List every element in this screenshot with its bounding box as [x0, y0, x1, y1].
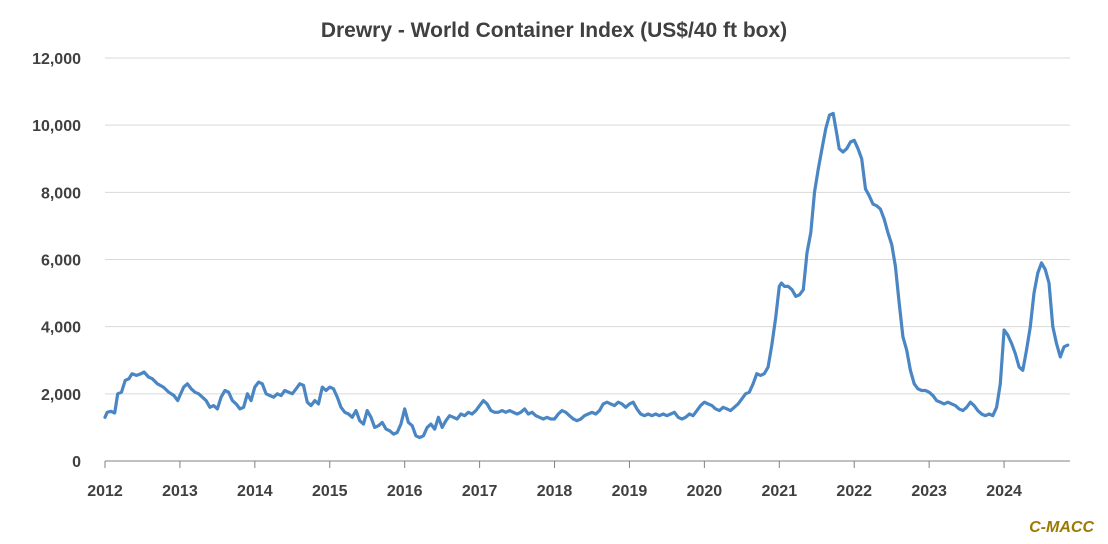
y-tick-label: 4,000	[41, 320, 81, 337]
x-tick-label: 2015	[312, 483, 348, 500]
y-axis-ticks: 0 2,000 4,000 6,000 8,000 10,000 12,000	[32, 51, 81, 471]
x-axis: 2012 2013 2014 2015 2016 2017 2018 2019 2020 2021…	[87, 460, 1070, 500]
x-tick-label: 2022	[836, 483, 872, 500]
y-tick-label: 12,000	[32, 51, 81, 68]
y-tick-label: 10,000	[32, 118, 81, 135]
x-tick-label: 2017	[462, 483, 498, 500]
x-tick-label: 2021	[762, 483, 798, 500]
x-tick-label: 2024	[986, 483, 1022, 500]
y-tick-label: 0	[72, 454, 81, 471]
y-tick-label: 8,000	[41, 185, 81, 202]
watermark-logo: C-MACC	[1029, 519, 1094, 536]
gridlines	[105, 57, 1070, 395]
chart-title: Drewry - World Container Index (US$/40 f…	[321, 19, 787, 42]
y-tick-label: 2,000	[41, 387, 81, 404]
x-tick-label: 2023	[911, 483, 947, 500]
x-tick-label: 2020	[687, 483, 723, 500]
x-tick-label: 2013	[162, 483, 198, 500]
series-line-0	[103, 111, 1070, 440]
x-tick-label: 2016	[387, 483, 423, 500]
series-layer	[103, 111, 1070, 440]
x-tick-label: 2018	[537, 483, 573, 500]
y-tick-label: 6,000	[41, 253, 81, 270]
x-tick-label: 2019	[612, 483, 648, 500]
x-tick-label: 2014	[237, 483, 273, 500]
x-tick-label: 2012	[87, 483, 123, 500]
